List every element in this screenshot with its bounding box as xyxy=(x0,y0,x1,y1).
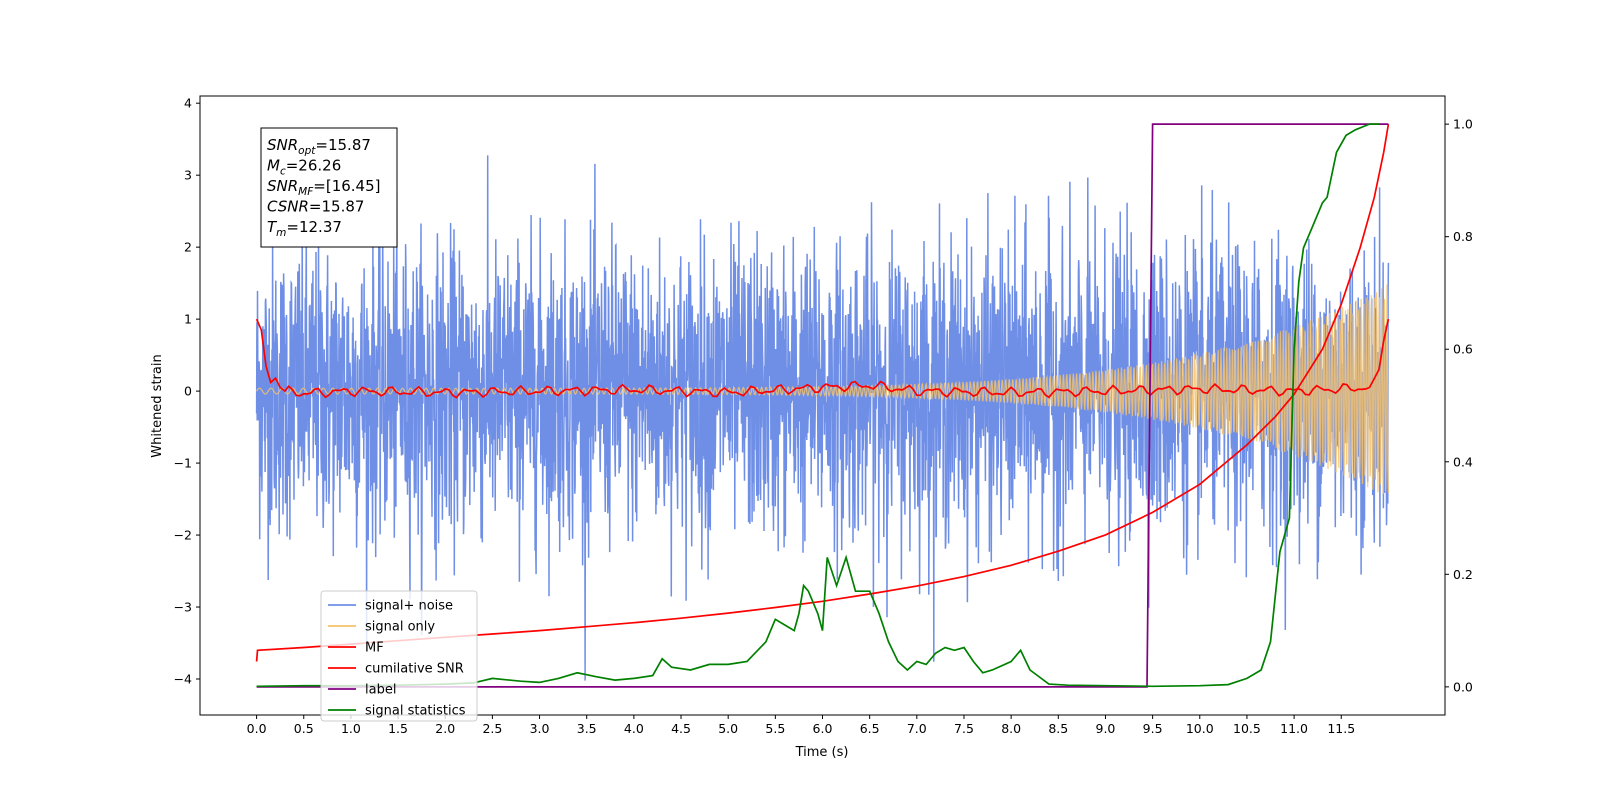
x-tick-label: 2.5 xyxy=(482,721,502,736)
info-line: Tm=12.37 xyxy=(267,218,342,239)
legend-label: signal only xyxy=(365,620,435,635)
x-tick-label: 8.0 xyxy=(1001,721,1021,736)
legend-label: cumilative SNR xyxy=(365,662,464,677)
x-tick-label: 3.5 xyxy=(577,721,597,736)
x-tick-label: 4.5 xyxy=(671,721,691,736)
x-tick-label: 7.5 xyxy=(954,721,974,736)
y2-tick-label: 0.4 xyxy=(1453,454,1473,469)
x-tick-label: 10.5 xyxy=(1233,721,1261,736)
y2-tick-label: 0.6 xyxy=(1453,342,1473,357)
x-tick-label: 3.0 xyxy=(530,721,550,736)
y2-tick-label: 0.8 xyxy=(1453,229,1473,244)
info-box-frame xyxy=(260,127,398,248)
y-tick-label: −2 xyxy=(174,528,192,543)
legend-label: signal statistics xyxy=(365,704,466,719)
y2-tick-label: 1.0 xyxy=(1453,117,1473,132)
x-tick-label: 0.0 xyxy=(247,721,267,736)
x-tick-label: 2.0 xyxy=(435,721,455,736)
x-tick-label: 9.5 xyxy=(1143,721,1163,736)
y-tick-label: 0 xyxy=(184,384,192,399)
info-line: Mc=26.26 xyxy=(267,157,341,178)
x-tick-label: 0.5 xyxy=(294,721,314,736)
legend-frame xyxy=(320,590,478,722)
x-tick-label: 6.0 xyxy=(813,721,833,736)
y2-tick-label: 0.0 xyxy=(1453,679,1473,694)
x-tick-label: 11.5 xyxy=(1327,721,1355,736)
series-signal-noise xyxy=(255,155,1390,681)
info-line: SNRMF=[16.45] xyxy=(267,177,381,198)
x-tick-label: 5.0 xyxy=(718,721,738,736)
legend: signal+ noise signal only MF cumilative SNR… xyxy=(320,590,478,722)
x-tick-label: 11.0 xyxy=(1280,721,1308,736)
x-tick-label: 4.0 xyxy=(624,721,644,736)
x-tick-label: 10.0 xyxy=(1186,721,1214,736)
x-tick-label: 1.5 xyxy=(388,721,408,736)
y-tick-label: 1 xyxy=(184,312,192,327)
legend-label: signal+ noise xyxy=(365,599,453,614)
legend-label: label xyxy=(365,683,396,698)
x-axis-label: Time (s) xyxy=(795,745,849,760)
info-line: SNRopt=15.87 xyxy=(267,136,371,157)
y-tick-label: −1 xyxy=(174,456,192,471)
x-tick-label: 1.0 xyxy=(341,721,361,736)
y-tick-label: −3 xyxy=(174,600,192,615)
legend-label: MF xyxy=(365,641,384,656)
series-mf xyxy=(255,318,1390,399)
y2-tick-label: 0.2 xyxy=(1453,567,1473,582)
info-line: CSNR=15.87 xyxy=(267,198,364,216)
info-box: SNRopt=15.87Mc=26.26SNRMF=[16.45]CSNR=15… xyxy=(260,127,398,248)
x-tick-label: 5.5 xyxy=(765,721,785,736)
x-tick-label: 7.0 xyxy=(907,721,927,736)
series-label xyxy=(256,123,1389,688)
y-tick-label: 2 xyxy=(184,240,192,255)
y-tick-label: 3 xyxy=(184,168,192,183)
x-tick-label: 9.0 xyxy=(1096,721,1116,736)
series-signal-statistics xyxy=(256,123,1379,688)
y-tick-label: 4 xyxy=(184,96,192,111)
x-tick-label: 6.5 xyxy=(860,721,880,736)
y-axis-label: Whitened strain xyxy=(150,354,165,457)
x-tick-label: 8.5 xyxy=(1048,721,1068,736)
y-tick-label: −4 xyxy=(174,672,192,687)
